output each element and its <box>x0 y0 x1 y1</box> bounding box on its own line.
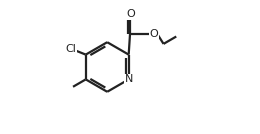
Text: O: O <box>126 9 135 19</box>
Text: O: O <box>150 29 159 39</box>
Text: N: N <box>125 74 133 84</box>
Text: Cl: Cl <box>65 44 76 54</box>
